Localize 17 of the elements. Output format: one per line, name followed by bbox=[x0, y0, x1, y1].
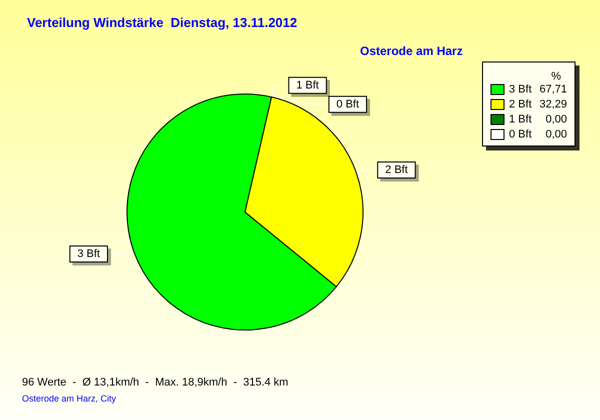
legend-label: 0 Bft bbox=[336, 98, 360, 110]
slice-label: 3 Bft bbox=[77, 248, 100, 260]
legend-title: % bbox=[551, 70, 562, 82]
data-label: 32,29 bbox=[539, 98, 567, 110]
text: 96 Werte - Ø 13,1km/h - Max. 18,9km/h - 315.4 km bbox=[22, 376, 288, 388]
legend-label: 1 Bft bbox=[296, 79, 319, 92]
data-label: 67,71 bbox=[539, 84, 567, 96]
legend-label: 3 Bft bbox=[509, 84, 532, 96]
category-label: 1 Bft bbox=[509, 114, 532, 126]
slice-label: 2 Bft bbox=[385, 164, 408, 176]
chart-subtitle: Osterode am Harz bbox=[360, 44, 463, 58]
text: Osterode am Harz, City bbox=[22, 394, 117, 404]
category-label: 0 Bft bbox=[509, 128, 532, 140]
chart-title: Verteilung Windstärke Dienstag, 13.11.2012 bbox=[27, 15, 298, 30]
text: 0,00 bbox=[546, 128, 567, 140]
text: 0,00 bbox=[546, 114, 567, 126]
legend-label: 2 Bft bbox=[509, 98, 532, 110]
